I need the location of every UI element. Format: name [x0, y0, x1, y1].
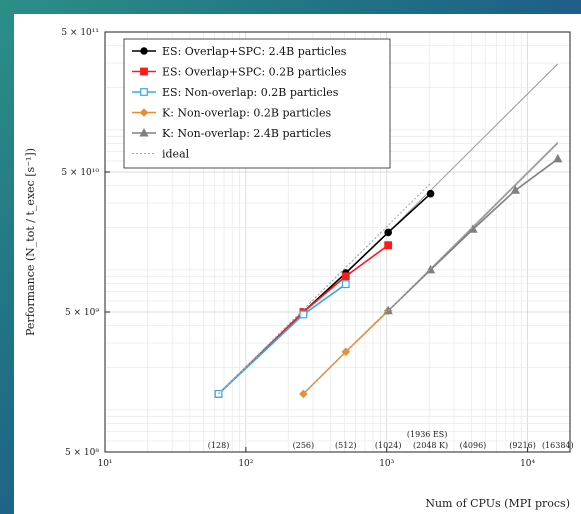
data-point — [510, 185, 521, 194]
ideal-line — [218, 267, 347, 395]
process-count-annotation: (128) — [208, 441, 230, 450]
ideal-guide-line — [387, 63, 559, 233]
series-5 — [218, 141, 559, 395]
legend: ES: Overlap+SPC: 2.4B particles ES: Overl… — [123, 38, 391, 169]
chart-figure: 10¹ 10² 10³ 10⁴ 5 × 10⁸ 5 × 10⁹ 5 × 10¹⁰ 5 × 10… — [14, 14, 581, 514]
legend-label: K: Non-overlap: 0.2B particles — [162, 107, 331, 120]
y-tick-label: 5 × 10⁸ — [65, 448, 99, 458]
x-tick-label: 10⁴ — [520, 459, 535, 469]
data-point — [214, 390, 223, 398]
data-point — [341, 280, 350, 289]
x-tick-label: 10² — [238, 459, 253, 469]
series-line — [387, 158, 559, 312]
process-count-annotation: (9216) — [509, 441, 536, 450]
legend-marker — [140, 67, 148, 76]
series-3 — [299, 306, 393, 399]
process-count-annotation: (16384) — [542, 441, 574, 450]
legend-label: ES: Overlap+SPC: 2.4B particles — [162, 45, 347, 58]
legend-marker — [139, 108, 149, 117]
process-count-annotation: (512) — [335, 441, 357, 450]
legend-label: ES: Non-overlap: 0.2B particles — [162, 86, 339, 99]
process-count-annotation: (2048 K) — [413, 441, 448, 450]
process-count-annotation: (1936 ES) — [407, 430, 447, 439]
y-axis-label: Performance (N_tot / t_exec [s⁻¹]) — [24, 148, 37, 336]
process-count-annotation: (1024) — [375, 441, 402, 450]
legend-marker — [140, 88, 148, 96]
legend-label: ideal — [162, 148, 190, 161]
legend-item: ES: Overlap+SPC: 0.2B particles — [132, 66, 347, 79]
legend-marker — [140, 47, 148, 55]
legend-box — [123, 38, 391, 169]
process-count-annotation: (256) — [293, 441, 315, 450]
data-point — [299, 310, 308, 319]
legend-item: ES: Non-overlap: 0.2B particles — [132, 86, 339, 99]
legend-item: ideal — [132, 148, 190, 161]
legend-item: K: Non-overlap: 0.2B particles — [132, 107, 331, 120]
y-tick-label: 5 × 10⁹ — [65, 308, 99, 318]
plot-frame — [104, 31, 571, 453]
legend-item: K: Non-overlap: 2.4B particles — [132, 127, 331, 140]
x-tick-label: 10¹ — [97, 459, 112, 469]
series-2 — [214, 280, 350, 398]
legend-label: ES: Overlap+SPC: 0.2B particles — [162, 66, 347, 79]
legend-label: K: Non-overlap: 2.4B particles — [162, 127, 331, 140]
legend-marker — [139, 127, 149, 137]
y-tick-label: 5 × 10¹⁰ — [61, 168, 99, 178]
data-point — [384, 241, 393, 250]
performance-chart: 10¹ 10² 10³ 10⁴ 5 × 10⁸ 5 × 10⁹ 5 × 10¹⁰ 5 × 10… — [24, 28, 574, 510]
data-point — [384, 228, 392, 237]
x-tick-label: 10³ — [379, 459, 394, 469]
process-count-annotation: (4096) — [460, 441, 487, 450]
data-point — [426, 189, 435, 198]
x-axis-label: Num of CPUs (MPI procs) — [425, 497, 570, 510]
legend-item: ES: Overlap+SPC: 2.4B particles — [132, 45, 347, 58]
y-tick-label: 5 × 10¹¹ — [61, 28, 99, 38]
series-4 — [383, 153, 563, 315]
data-point — [553, 153, 563, 163]
data-point — [341, 272, 350, 281]
series-line — [218, 244, 389, 395]
